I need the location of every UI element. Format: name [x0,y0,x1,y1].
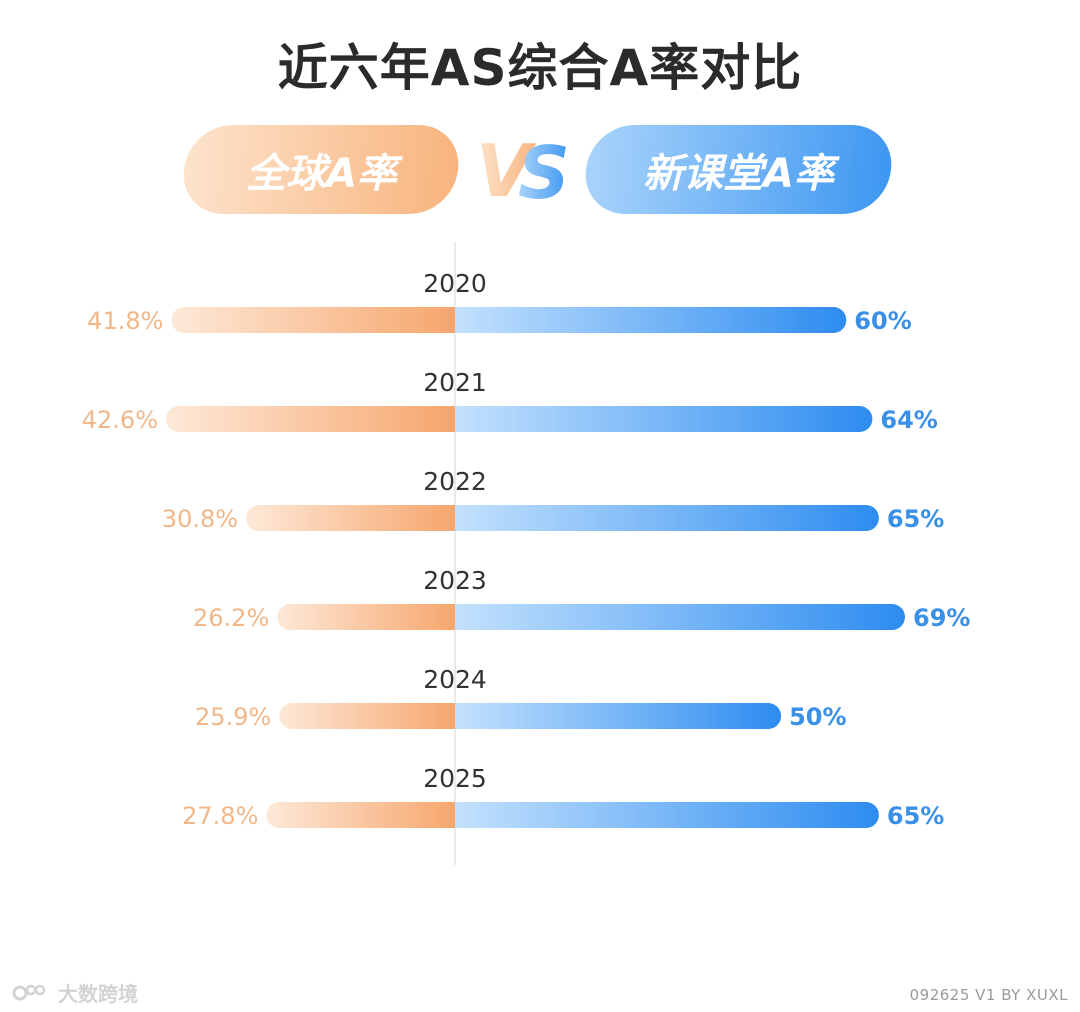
vs-letter-s: S [518,131,570,212]
new-classroom-a-rate-bar [455,604,905,630]
new-classroom-a-rate-bar [455,703,782,729]
new-classroom-a-rate-bar [455,406,873,432]
year-label: 2023 [423,566,487,595]
new-classroom-a-rate-value-label: 69% [913,604,970,632]
global-a-rate-bar [166,406,455,432]
year-label: 2022 [423,467,487,496]
vs-logo: V S [476,129,570,212]
global-a-rate-value-label: 27.8% [182,802,258,830]
diverging-bar-chart: 2020 41.8% 60% 2021 42.6% 64% 2022 30.8% 65% 2023… [82,242,970,865]
footer-logo: 大数跨境 [12,978,138,1007]
new-classroom-a-rate-value-label: 50% [789,703,846,731]
new-classroom-a-rate-value-label: 60% [854,307,911,335]
global-a-rate-bar [279,703,455,729]
vs-letter-v: V [476,129,537,212]
new-classroom-a-rate-value-label: 64% [880,406,937,434]
year-label: 2021 [423,368,487,397]
new-classroom-a-rate-label: 新课堂A率 [643,150,834,197]
new-classroom-a-rate-bar [455,307,847,333]
year-label: 2024 [423,665,487,694]
global-a-rate-bar [246,505,455,531]
chart-title: 近六年AS综合A率对比 [277,39,803,97]
global-a-rate-label: 全球A率 [245,150,397,197]
new-classroom-a-rate-value-label: 65% [887,802,944,830]
global-a-rate-value-label: 41.8% [87,307,163,335]
footer-logo-text: 大数跨境 [58,982,138,1006]
global-a-rate-badge: 全球A率 [179,125,463,214]
new-classroom-a-rate-bar [455,802,879,828]
global-a-rate-value-label: 30.8% [162,505,238,533]
footer-credit: 092625 V1 BY XUXL [909,986,1068,1004]
year-label: 2020 [423,269,487,298]
global-a-rate-value-label: 26.2% [193,604,269,632]
global-a-rate-value-label: 25.9% [195,703,271,731]
global-a-rate-bar [277,604,455,630]
global-a-rate-value-label: 42.6% [82,406,158,434]
new-classroom-a-rate-badge: 新课堂A率 [581,125,896,214]
logo-mark-icon [12,984,46,1000]
new-classroom-a-rate-value-label: 65% [887,505,944,533]
global-a-rate-bar [266,802,455,828]
year-label: 2025 [423,764,487,793]
new-classroom-a-rate-bar [455,505,879,531]
global-a-rate-bar [171,307,455,333]
